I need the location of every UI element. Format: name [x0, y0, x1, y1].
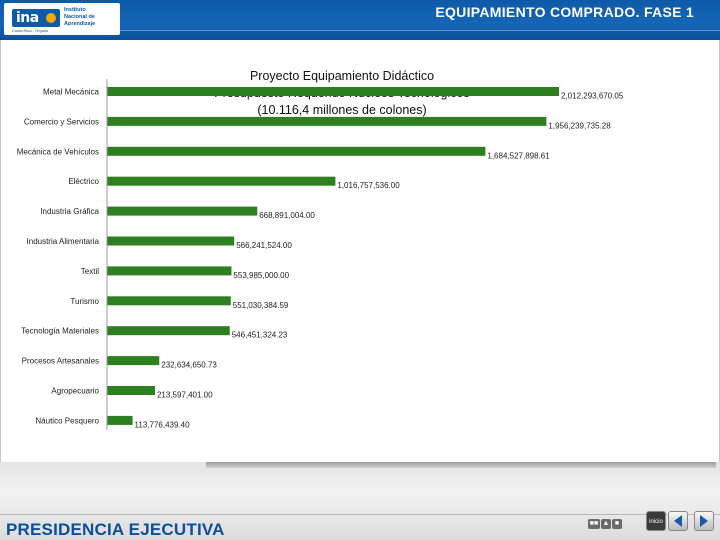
footer-bar — [0, 462, 720, 540]
bar — [107, 176, 336, 186]
bar-value-label: 668,891,004.00 — [259, 211, 315, 220]
category-label: Tecnología Materiales — [21, 327, 99, 336]
footer-accent-band — [206, 462, 716, 468]
bar-value-label: 113,776,439.40 — [135, 420, 191, 429]
category-label: Industria Alimentaria — [27, 237, 100, 246]
category-label: Eléctrico — [68, 177, 99, 186]
bar-value-label: 2,012,293,670.05 — [561, 92, 624, 101]
home-button[interactable]: inicio — [646, 511, 666, 531]
chart-title-line: (10.116,4 millones de colones) — [257, 103, 426, 117]
bar — [107, 146, 486, 156]
category-label: Náutico Pesquero — [35, 416, 99, 425]
slide-tool-menu-icon[interactable]: ■ — [612, 519, 622, 529]
category-label: Metal Mecánica — [43, 88, 100, 97]
header-divider — [120, 30, 720, 31]
bar — [107, 206, 258, 216]
logo-name-line: Instituto — [64, 7, 86, 13]
ina-logo-text: ina — [16, 10, 39, 26]
slide-tool-pen-icon[interactable]: ▲ — [601, 519, 611, 529]
ina-logo-mark: ina — [12, 9, 60, 27]
bar — [107, 296, 231, 306]
logo-name-line: Nacional de — [64, 14, 95, 20]
header-bar: ina Instituto Nacional de Aprendizaje Co… — [0, 0, 720, 40]
category-label: Turismo — [70, 297, 99, 306]
previous-slide-button[interactable] — [668, 511, 688, 531]
category-label: Mecánica de Vehículos — [17, 147, 99, 156]
arrow-left-icon — [674, 515, 682, 527]
logo-name-line: Aprendizaje — [64, 21, 96, 27]
bar — [107, 326, 230, 336]
slide-content: Proyecto Equipamiento DidácticoPresupues… — [0, 40, 720, 462]
budget-bar-chart: Proyecto Equipamiento DidácticoPresupues… — [17, 69, 624, 430]
bar — [107, 386, 155, 395]
bar-value-label: 1,684,527,898.61 — [487, 151, 550, 160]
chart-bars: Metal Mecánica 2,012,293,670.05 Comercio y… — [17, 87, 624, 429]
ina-logo-tagline: Costa Rica - Orgullo — [12, 28, 49, 33]
category-label: Comercio y Servicios — [24, 117, 99, 126]
bar — [107, 266, 232, 276]
category-label: Textil — [81, 267, 99, 276]
chart-title-line: Proyecto Equipamiento Didáctico — [250, 69, 434, 83]
bar — [107, 116, 547, 126]
category-label: Agropecuario — [51, 387, 99, 396]
bar-value-label: 1,016,757,536.00 — [337, 181, 400, 190]
bar-value-label: 213,597,401.00 — [157, 391, 213, 400]
bar-value-label: 546,451,324.23 — [232, 331, 288, 340]
arrow-right-icon — [700, 515, 708, 527]
bar — [107, 356, 160, 366]
bar-value-label: 1,956,239,735.28 — [548, 121, 611, 130]
footer-title: PRESIDENCIA EJECUTIVA — [6, 520, 225, 539]
ina-logo: ina Instituto Nacional de Aprendizaje Co… — [4, 3, 120, 35]
category-label: Procesos Artesanales — [22, 357, 99, 366]
footer-divider — [0, 514, 720, 515]
ina-logo-dot-icon — [46, 13, 56, 23]
bar — [107, 87, 559, 96]
bar-value-label: 232,634,650.73 — [161, 361, 217, 370]
bar-value-label: 553,985,000.00 — [233, 271, 289, 280]
next-slide-button[interactable] — [694, 511, 714, 531]
bar-value-label: 551,030,384.59 — [233, 301, 289, 310]
bar-value-label: 566,241,524.00 — [236, 241, 292, 250]
category-label: Industria Gráfica — [40, 207, 99, 216]
ina-logo-name: Instituto Nacional de Aprendizaje — [64, 7, 122, 28]
bar — [107, 236, 235, 246]
slide-header-title: EQUIPAMIENTO COMPRADO. FASE 1 — [435, 4, 694, 20]
slide-tool-pages-icon[interactable]: ■■ — [588, 519, 600, 529]
bar — [107, 415, 133, 425]
